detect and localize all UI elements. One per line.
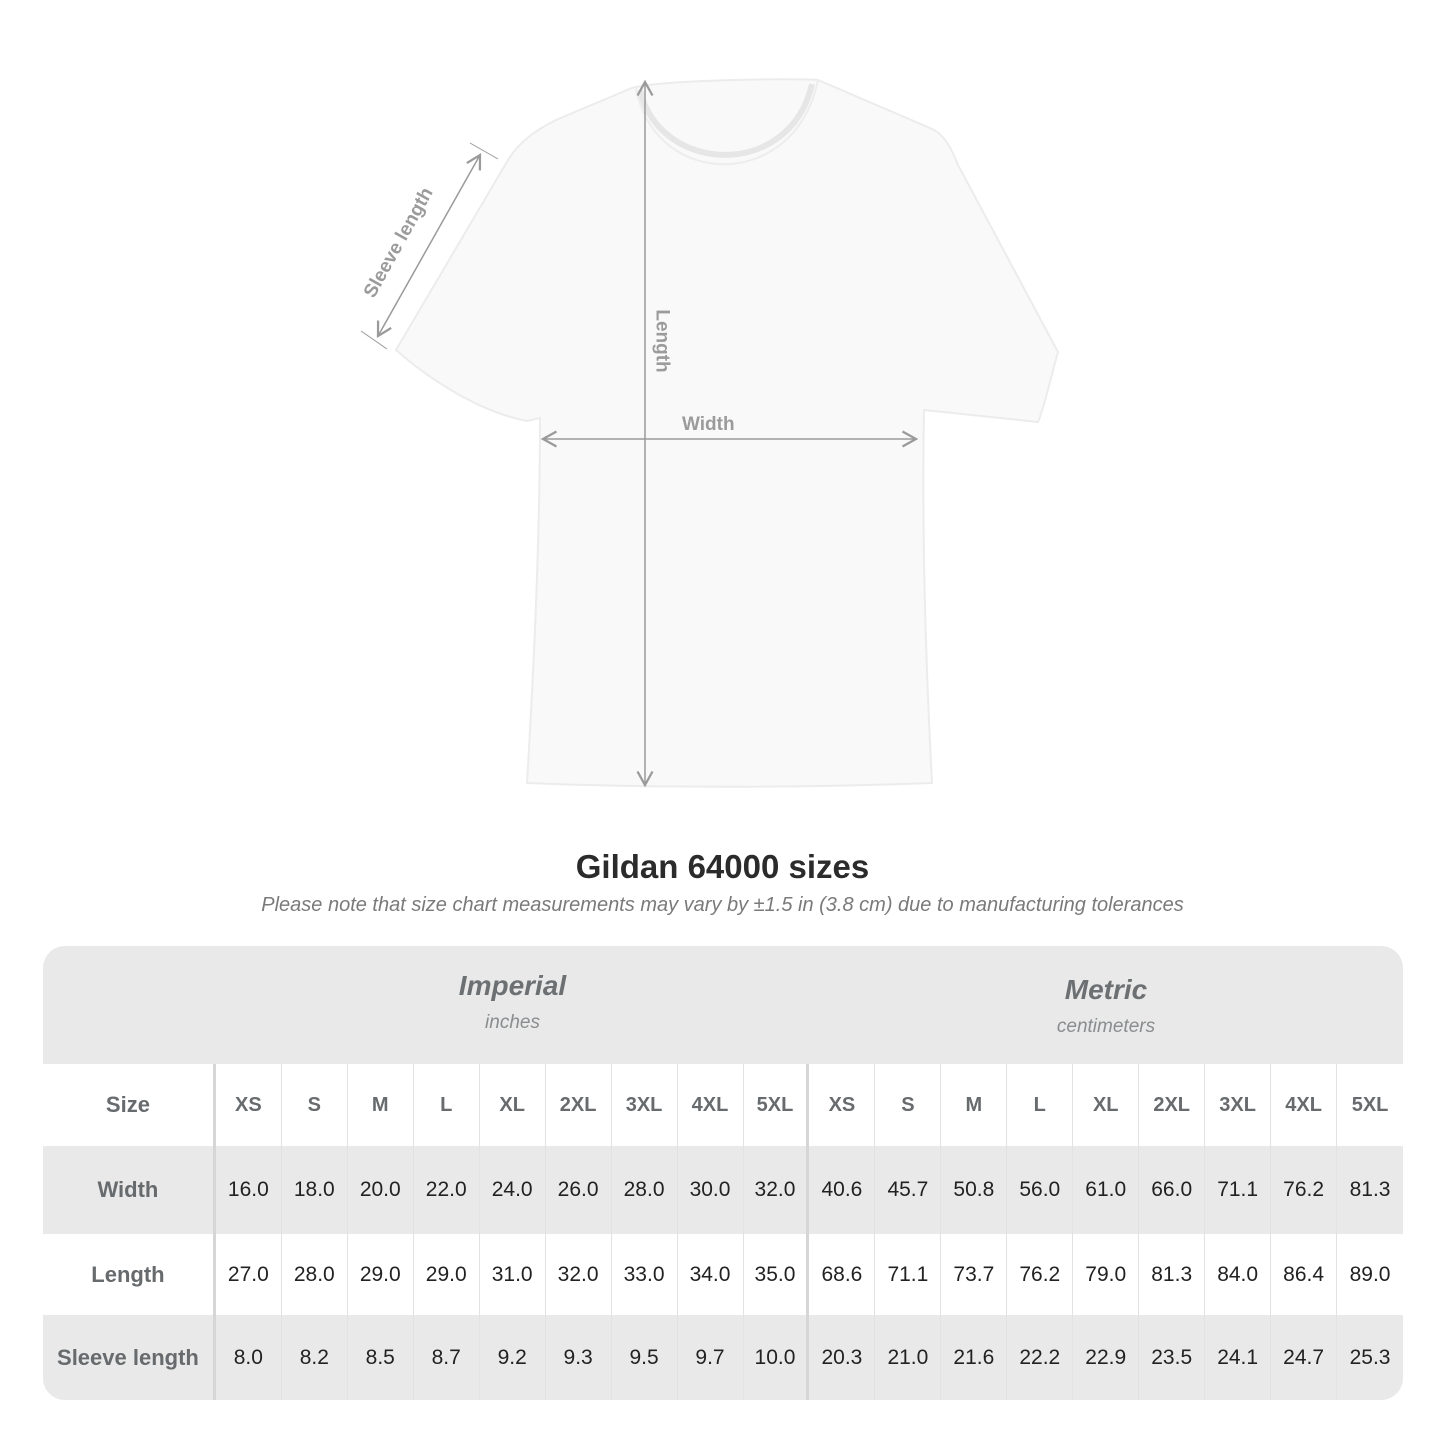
table-cell: 86.4 [1271, 1234, 1338, 1315]
sleeve-length-line [376, 152, 482, 339]
table-cell: 20.3 [809, 1315, 876, 1400]
row-label: Width [43, 1146, 216, 1234]
width-label: Width [682, 414, 735, 435]
table-cell: 9.7 [678, 1315, 744, 1400]
size-table: Imperial inches Metric centimeters Size X… [43, 946, 1403, 1400]
metric-unit: centimeters [1056, 1016, 1156, 1037]
table-cell: 24.0 [480, 1146, 546, 1234]
table-cell: 18.0 [282, 1146, 348, 1234]
table-row: Width 16.0 18.0 20.0 22.0 24.0 26.0 28.0 30.0 32.… [43, 1146, 1403, 1234]
table-cell: 71.1 [1205, 1146, 1272, 1234]
table-cell: 9.5 [612, 1315, 678, 1400]
table-cell: 8.7 [414, 1315, 480, 1400]
table-cell: 28.0 [282, 1234, 348, 1315]
row-label: Size [43, 1064, 216, 1146]
size-header-cell: M [348, 1064, 414, 1146]
size-header-cell: L [1007, 1064, 1074, 1146]
table-cell: 26.0 [546, 1146, 612, 1234]
table-cell: 45.7 [875, 1146, 942, 1234]
size-header-cell: 5XL [1351, 1093, 1389, 1116]
row-label: Sleeve length [43, 1315, 216, 1400]
table-cell: 21.0 [875, 1315, 942, 1400]
table-cell: 20.0 [348, 1146, 414, 1234]
table-cell: 81.3 [1349, 1178, 1391, 1201]
table-cell: 24.1 [1205, 1315, 1272, 1400]
size-header-cell: L [414, 1064, 480, 1146]
table-cell: 33.0 [612, 1234, 678, 1315]
table-cell: 8.0 [216, 1315, 282, 1400]
imperial-label: Imperial [458, 970, 567, 1001]
tolerance-note: Please note that size chart measurements… [261, 894, 1184, 916]
size-header-cell: 2XL [1139, 1064, 1206, 1146]
table-row: Length 27.0 28.0 29.0 29.0 31.0 32.0 33.0 34.0 35… [43, 1234, 1403, 1315]
table-cell: 23.5 [1139, 1315, 1206, 1400]
measurement-lines [360, 79, 919, 788]
table-cell: 27.0 [216, 1234, 282, 1315]
table-cell: 24.7 [1271, 1315, 1338, 1400]
table-cell: 50.8 [941, 1146, 1008, 1234]
table-cell: 32.0 [744, 1146, 810, 1234]
tshirt-diagram [360, 78, 1060, 788]
table-row: Sleeve length 8.0 8.2 8.5 8.7 9.2 9.3 9.5 9.7 10.… [43, 1315, 1403, 1400]
table-cell: 29.0 [348, 1234, 414, 1315]
table-cell: 76.2 [1271, 1146, 1338, 1234]
size-header-cell: XL [480, 1064, 546, 1146]
table-cell: 56.0 [1007, 1146, 1074, 1234]
table-cell: 8.2 [282, 1315, 348, 1400]
table-cell: 84.0 [1205, 1234, 1272, 1315]
table-cell: 22.0 [414, 1146, 480, 1234]
size-header-cell: XL [1073, 1064, 1140, 1146]
size-header-cell: 5XL [744, 1064, 810, 1146]
table-cell: 35.0 [744, 1234, 810, 1315]
row-label: Length [43, 1234, 216, 1315]
size-header-row: Size XS S M L XL 2XL 3XL 4XL 5XL XS S M L XL 2XL 3XL 4XL 5… [43, 1064, 1403, 1146]
table-cell: 22.9 [1073, 1315, 1140, 1400]
table-cell: 9.2 [480, 1315, 546, 1400]
table-cell: 21.6 [941, 1315, 1008, 1400]
size-header-cell: XS [216, 1064, 282, 1146]
imperial-header: Imperial inches [216, 946, 809, 1088]
table-cell: 28.0 [612, 1146, 678, 1234]
table-cell: 22.2 [1007, 1315, 1074, 1400]
size-header-cell: XS [809, 1064, 876, 1146]
table-cell: 89.0 [1349, 1262, 1391, 1286]
table-cell: 68.6 [809, 1234, 876, 1315]
table-cell: 34.0 [678, 1234, 744, 1315]
metric-header: Metric centimeters [809, 946, 1403, 1092]
table-cell: 40.6 [809, 1146, 876, 1234]
size-header-cell: 3XL [612, 1064, 678, 1146]
table-cell: 81.3 [1139, 1234, 1206, 1315]
size-header-cell: M [941, 1064, 1008, 1146]
table-cell: 76.2 [1007, 1234, 1074, 1315]
table-cell: 66.0 [1139, 1146, 1206, 1234]
page-title: Gildan 64000 sizes [575, 848, 870, 885]
size-header-cell: S [875, 1064, 942, 1146]
table-cell: 32.0 [546, 1234, 612, 1315]
table-cell: 73.7 [941, 1234, 1008, 1315]
table-cell: 31.0 [480, 1234, 546, 1315]
size-header-cell: 4XL [678, 1064, 744, 1146]
table-cell: 10.0 [744, 1315, 810, 1400]
table-cell: 9.3 [546, 1315, 612, 1400]
size-header-cell: 3XL [1205, 1064, 1272, 1146]
table-cell: 79.0 [1073, 1234, 1140, 1315]
table-cell: 71.1 [875, 1234, 942, 1315]
table-cell: 29.0 [414, 1234, 480, 1315]
size-header-cell: S [282, 1064, 348, 1146]
imperial-unit: inches [485, 1012, 540, 1033]
size-header-cell: 4XL [1271, 1064, 1338, 1146]
table-cell: 61.0 [1073, 1146, 1140, 1234]
length-label: Length [651, 309, 673, 373]
size-header-cell: 2XL [546, 1064, 612, 1146]
table-cell: 25.3 [1349, 1345, 1391, 1369]
table-cell: 30.0 [678, 1146, 744, 1234]
table-cell: 8.5 [348, 1315, 414, 1400]
metric-label: Metric [1064, 974, 1148, 1005]
table-cell: 16.0 [216, 1146, 282, 1234]
